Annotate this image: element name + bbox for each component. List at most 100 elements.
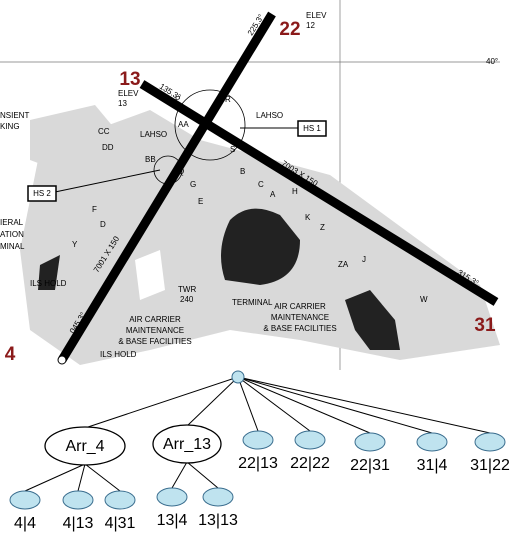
root-node (231, 370, 245, 384)
internal-label: Arr_13 (163, 436, 211, 453)
leaf-node (9, 490, 41, 510)
tower: TWR (178, 285, 196, 294)
apron (30, 105, 120, 175)
taxiway-label: DD (102, 143, 114, 152)
area-label: ATION (0, 230, 24, 239)
taxiway-label: CC (98, 127, 110, 136)
leaf-label: 13|4 (157, 512, 188, 529)
area-label: KING (0, 122, 20, 131)
taxiway-label: E (198, 197, 203, 206)
leader (54, 169, 161, 193)
leaf-node (416, 432, 448, 452)
leaf-label: 4|31 (105, 515, 136, 532)
leaf-node (474, 432, 506, 452)
intersection-ring (153, 155, 183, 185)
intersection-ring (174, 89, 246, 161)
taxiway-label: P (175, 95, 180, 104)
lahso: LAHSO (140, 130, 167, 139)
leaf-label: 31|4 (417, 457, 448, 474)
tree-edge (186, 461, 219, 489)
terminal-building (221, 208, 300, 285)
runway-label: 4 (5, 344, 16, 365)
lahso: LAHSO (256, 111, 283, 120)
leaf-label: 31|22 (470, 457, 510, 474)
leaf-node (104, 490, 136, 510)
ils-hold: ILS HOLD (100, 350, 137, 359)
taxiway-label: C (258, 180, 264, 189)
internal-label: Arr_4 (65, 438, 104, 455)
runway-4-22 (58, 11, 276, 363)
taxiway-label: F (92, 205, 97, 214)
hs-label: HS 1 (303, 124, 321, 133)
elev: ELEV (118, 89, 139, 98)
hs-label: HS 2 (33, 189, 51, 198)
tree-edge (84, 463, 121, 492)
runway-label: 31 (474, 315, 496, 336)
leaf-label: 4|13 (63, 515, 94, 532)
leaf-node (294, 430, 326, 450)
area-label: IERAL (0, 218, 24, 227)
taxiway-label: J (362, 255, 366, 264)
runway-label: 22 (279, 19, 300, 40)
runway-end (57, 355, 67, 365)
leaf-label: 22|22 (290, 455, 330, 472)
tree-edge (84, 376, 239, 429)
tree-edge (77, 463, 86, 492)
maint-label: AIR CARRIER (274, 302, 326, 311)
taxiway-label: H (292, 187, 298, 196)
hs-box (27, 185, 57, 202)
tree-edge (237, 376, 371, 434)
taxiway-label: K (305, 213, 311, 222)
hs-box (297, 120, 327, 137)
runway-label: 13 (119, 69, 140, 90)
leaf-node (202, 487, 234, 507)
elev: 12 (306, 21, 315, 30)
taxiway-label: D (100, 220, 106, 229)
taxiway-label: G (190, 180, 196, 189)
leaf-node (242, 430, 274, 450)
taxiway-label: B (240, 167, 245, 176)
tree-edge (237, 376, 433, 434)
grass (135, 250, 165, 300)
leaf-label: 22|13 (238, 455, 278, 472)
taxiway-label: A (270, 190, 276, 199)
airport-map: 22 13 4 31 225.3° 135.3° 315.3° 045.3° 7… (0, 0, 500, 370)
taxiway-label: AA (178, 120, 189, 129)
taxiway-label: W (420, 295, 428, 304)
leaf-node (156, 487, 188, 507)
leaf-label: 4|4 (14, 515, 36, 532)
internal-node (152, 424, 222, 464)
elev: 13 (118, 99, 127, 108)
taxiway-label: S (230, 145, 235, 154)
taxiway-label: R (225, 95, 231, 104)
ils-hold: ILS HOLD (30, 279, 67, 288)
leaf-label: 13|13 (198, 512, 238, 529)
taxiway-label: Y (72, 240, 78, 249)
taxiway-label: Q (178, 167, 184, 176)
maint-label: & BASE FACILITIES (118, 337, 191, 346)
runway-13-31 (139, 80, 499, 306)
taxiway-label: ZA (338, 260, 349, 269)
maint-label: MAINTENANCE (126, 326, 184, 335)
tree-edge (24, 463, 86, 492)
elev: ELEV (306, 11, 327, 20)
tree-edge (171, 461, 188, 489)
internal-node (44, 426, 126, 466)
tree-edge (186, 376, 239, 427)
taxiway-label: BB (145, 155, 156, 164)
building (38, 255, 60, 290)
tree: Arr_4 Arr_13 22|13 22|22 22|31 31|4 31|22 4|4 4|… (9, 370, 510, 532)
maint-label: AIR CARRIER (129, 315, 181, 324)
tower: 240 (180, 295, 194, 304)
leaf-node (62, 490, 94, 510)
terminal-label: TERMINAL (232, 298, 273, 307)
hangar (345, 290, 400, 350)
area-label: MINAL (0, 242, 25, 251)
tree-edge (237, 376, 491, 434)
taxiway-labels: DD CC BB AA F GQ R P S B A Z ZA W J K C H E D Y (72, 95, 428, 304)
maint-label: & BASE FACILITIES (263, 324, 336, 333)
area-label: NSIENT (0, 111, 29, 120)
taxiway-label: Z (320, 223, 325, 232)
leaf-node (354, 432, 386, 452)
